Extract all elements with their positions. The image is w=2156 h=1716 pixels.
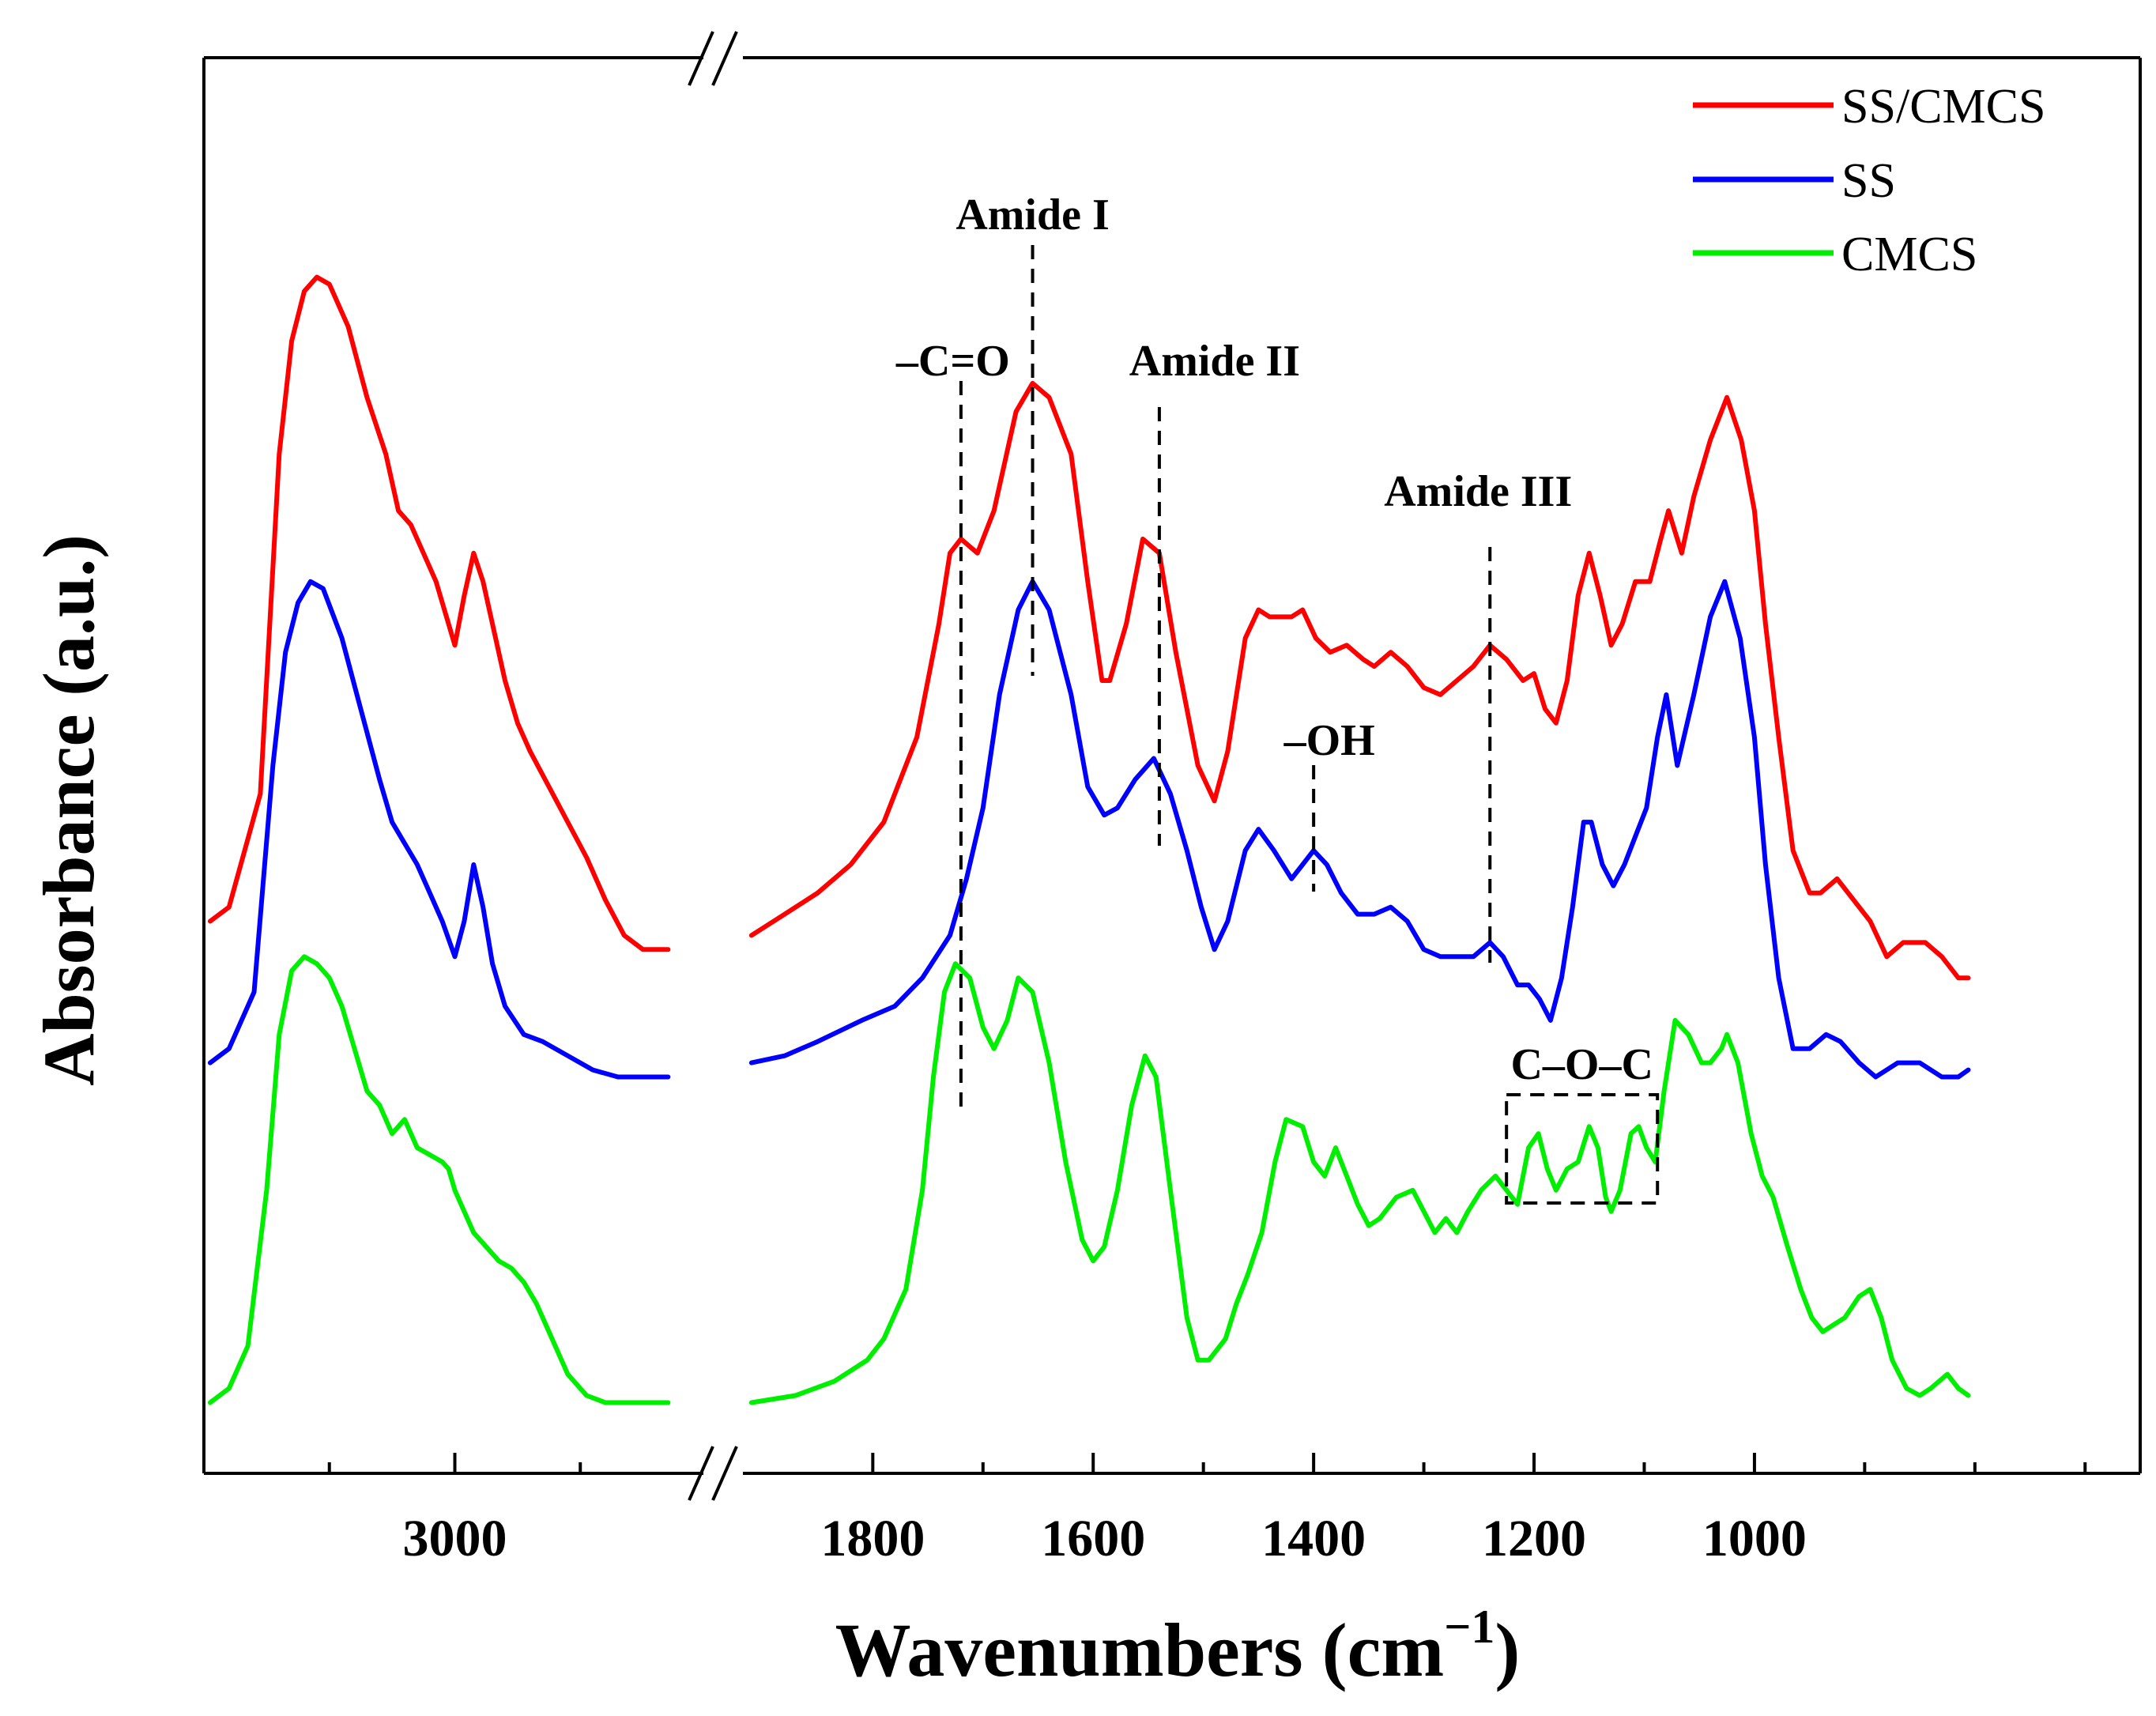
x-tick-label-1600: 1600 bbox=[1041, 1510, 1145, 1567]
x-tick-label-1000: 1000 bbox=[1702, 1510, 1807, 1567]
legend-label-cmcs: CMCS bbox=[1841, 228, 1977, 281]
annotation-layer: Amide I –C=O Amide II –OH Amide III C–O–C bbox=[895, 190, 1660, 1205]
series-line-cmcs-fingerprint bbox=[748, 961, 1971, 1405]
plot-frame bbox=[202, 31, 2142, 1501]
x-tick-label-1800: 1800 bbox=[820, 1510, 925, 1567]
series-line-cmcs-high bbox=[207, 954, 671, 1405]
x-tick-label-3000: 3000 bbox=[403, 1510, 507, 1567]
annotation-label-amide-iii: Amide III bbox=[1384, 467, 1572, 516]
axis-break-mark-bottom-2 bbox=[711, 1446, 738, 1501]
annotation-label-amide-i: Amide I bbox=[956, 190, 1109, 239]
annotation-label-oh: –OH bbox=[1283, 716, 1375, 765]
axis-break-mark-top-2 bbox=[711, 31, 738, 86]
x-tick-label-1200: 1200 bbox=[1482, 1510, 1586, 1567]
annotation-label-c-o: –C=O bbox=[895, 337, 1010, 386]
series-line-ss-cmcs-high bbox=[207, 274, 671, 952]
x-axis-title-superscript: −1 bbox=[1444, 1601, 1494, 1653]
x-axis-title: Wavenumbers (cm−1) bbox=[835, 1601, 1521, 1692]
tick-layer: 3000 1800 1600 1400 1200 1000 bbox=[327, 1453, 2087, 1567]
legend-label-ss: SS bbox=[1841, 154, 1896, 208]
annotation-label-c-o-c: C–O–C bbox=[1510, 1040, 1653, 1089]
legend-label-ss-cmcs: SS/CMCS bbox=[1841, 80, 2046, 134]
x-axis-title-close: ) bbox=[1494, 1608, 1520, 1692]
y-axis-title: Absorbance (a.u.) bbox=[28, 534, 109, 1086]
x-tick-label-1400: 1400 bbox=[1261, 1510, 1366, 1567]
axis-break-mark-top-1 bbox=[688, 31, 714, 86]
axis-break-mark-bottom-1 bbox=[688, 1446, 714, 1501]
series-line-ss-cmcs-fingerprint bbox=[748, 380, 1971, 981]
series-layer bbox=[207, 274, 1971, 1405]
x-axis-title-main: Wavenumbers (cm bbox=[835, 1608, 1445, 1692]
annotation-label-amide-ii: Amide II bbox=[1129, 337, 1300, 386]
series-line-ss-high bbox=[207, 579, 671, 1080]
annotation-box-c-o-c bbox=[1505, 1093, 1660, 1205]
legend: SS/CMCS SS CMCS bbox=[1693, 80, 2046, 281]
series-line-ss-fingerprint bbox=[748, 579, 1971, 1080]
